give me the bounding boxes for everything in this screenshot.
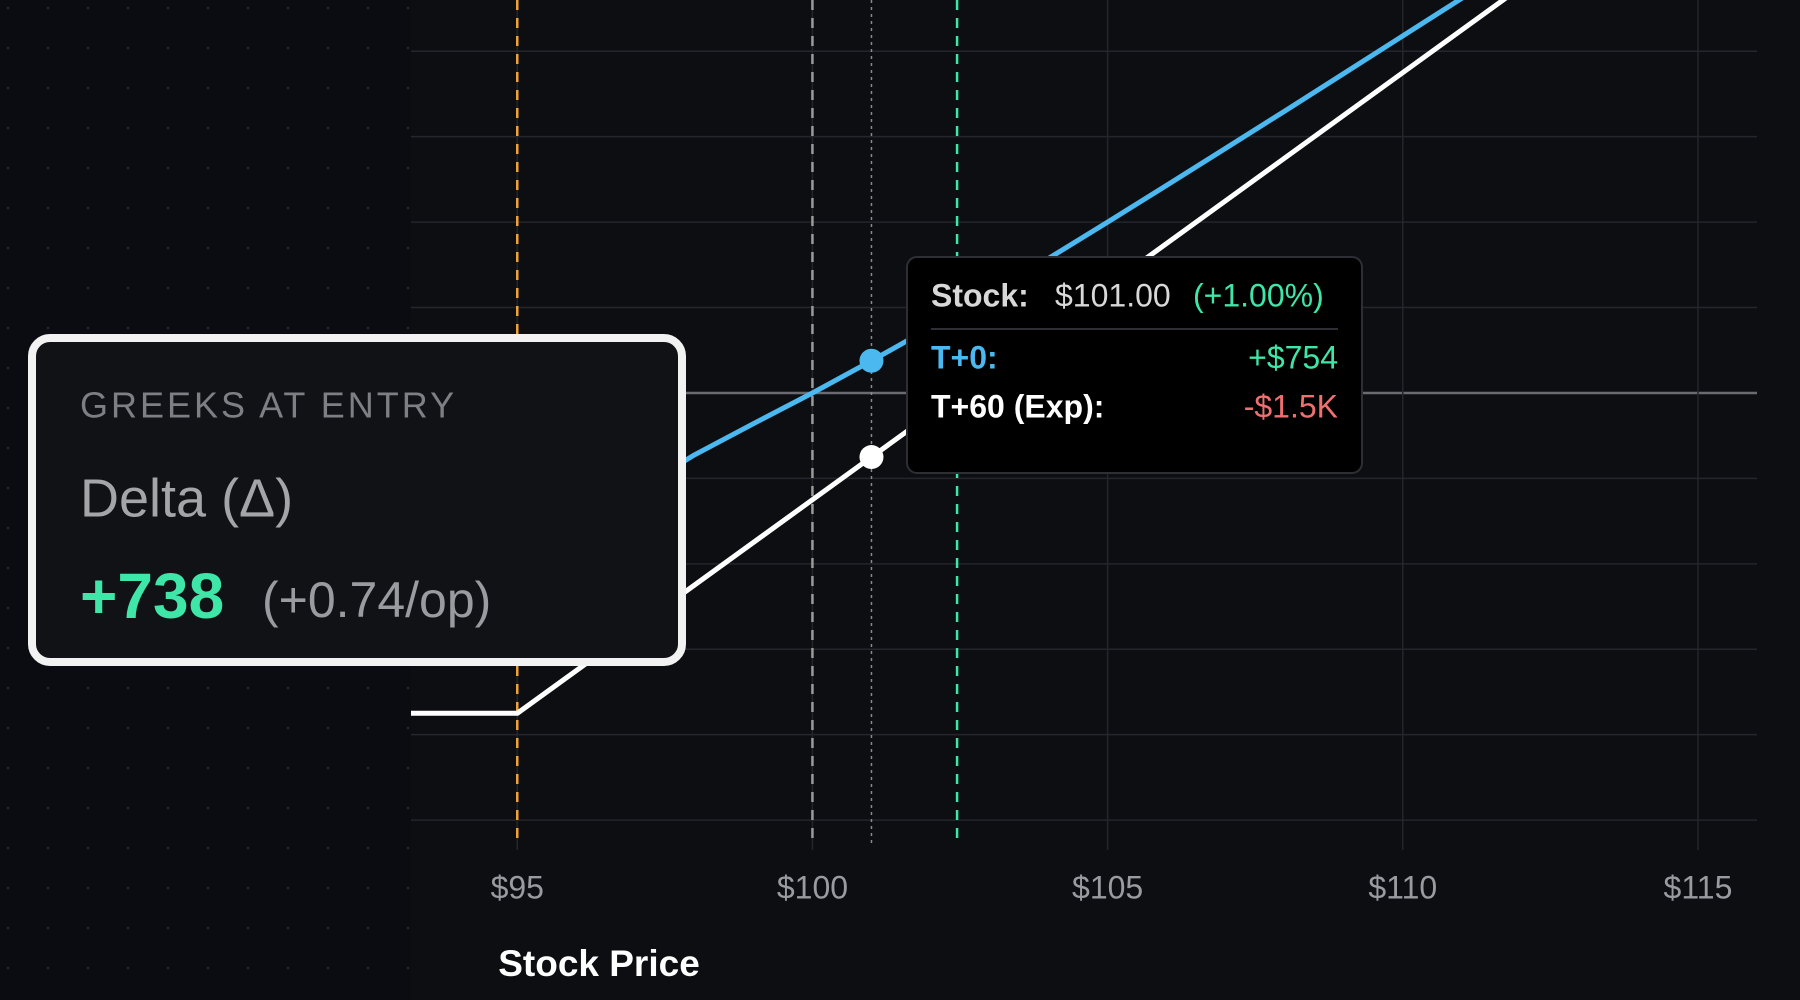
tooltip-row-label: T+60 (Exp): xyxy=(931,388,1104,424)
x-axis-title: Stock Price xyxy=(498,943,700,984)
greek-name: Delta (Δ) xyxy=(80,468,293,528)
tooltip-box xyxy=(906,256,1363,474)
tooltip-row-value: -$1.5K xyxy=(1244,388,1338,424)
x-tick-label: $110 xyxy=(1368,869,1437,905)
cursor-dot xyxy=(859,348,884,373)
cursor-dot xyxy=(859,445,884,470)
x-tick-label: $105 xyxy=(1072,869,1143,905)
pnl-line xyxy=(633,0,1464,494)
greeks-title: GREEKS AT ENTRY xyxy=(80,385,457,426)
greek-value: +738 xyxy=(80,560,224,632)
tooltip-row-label: T+0: xyxy=(931,339,998,375)
pnl-line xyxy=(411,0,1508,716)
x-tick-label: $100 xyxy=(777,869,848,905)
x-tick-label: $95 xyxy=(491,869,544,905)
x-tick-label: $115 xyxy=(1664,869,1733,905)
greeks-card: GREEKS AT ENTRY Delta (Δ) +738 (+0.74/op… xyxy=(28,334,686,666)
tooltip: Stock: $101.00 (+1.00%) T+0: +$754 T+60 … xyxy=(906,256,1363,474)
tooltip-stock-price: $101.00 xyxy=(1055,277,1171,313)
tooltip-stock-change: (+1.00%) xyxy=(1193,277,1324,313)
greek-per-option: (+0.74/op) xyxy=(262,572,491,628)
tooltip-stock-label: Stock: xyxy=(931,277,1029,313)
tooltip-row-value: +$754 xyxy=(1248,339,1338,375)
greeks-card-box xyxy=(28,334,686,666)
